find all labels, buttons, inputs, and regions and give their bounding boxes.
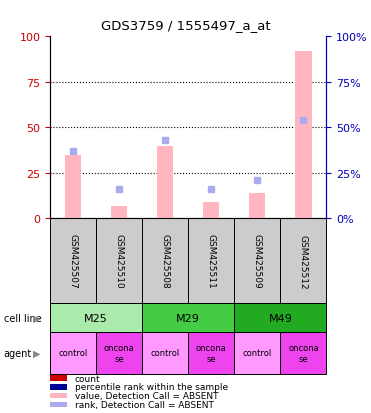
Bar — [65, 155, 81, 219]
Bar — [234, 304, 326, 332]
Bar — [111, 206, 127, 219]
Text: M25: M25 — [84, 313, 108, 323]
Text: value, Detection Call = ABSENT: value, Detection Call = ABSENT — [75, 391, 219, 400]
Bar — [249, 193, 265, 219]
Bar — [50, 393, 67, 399]
Text: percentile rank within the sample: percentile rank within the sample — [75, 382, 228, 392]
Text: ▶: ▶ — [33, 313, 41, 323]
Bar — [280, 332, 326, 374]
Text: GSM425512: GSM425512 — [299, 234, 308, 288]
Bar — [142, 304, 234, 332]
Text: GDS3759 / 1555497_a_at: GDS3759 / 1555497_a_at — [101, 19, 270, 31]
Bar — [234, 332, 280, 374]
Text: M49: M49 — [269, 313, 292, 323]
Bar — [50, 384, 67, 390]
Bar — [96, 332, 142, 374]
Bar — [50, 304, 142, 332]
Text: oncona
se: oncona se — [196, 344, 227, 363]
Bar — [50, 375, 67, 381]
Text: count: count — [75, 374, 101, 382]
Bar — [295, 52, 312, 219]
Text: ▶: ▶ — [33, 348, 41, 358]
Text: cell line: cell line — [4, 313, 42, 323]
Bar — [142, 332, 188, 374]
Text: oncona
se: oncona se — [104, 344, 135, 363]
Bar — [203, 202, 219, 219]
Text: GSM425509: GSM425509 — [253, 234, 262, 289]
Text: GSM425511: GSM425511 — [207, 234, 216, 289]
Bar — [188, 332, 234, 374]
Bar — [157, 146, 173, 219]
Text: control: control — [151, 349, 180, 358]
Text: control: control — [59, 349, 88, 358]
Text: GSM425508: GSM425508 — [161, 234, 170, 289]
Bar — [50, 332, 96, 374]
Text: M29: M29 — [176, 313, 200, 323]
Text: GSM425510: GSM425510 — [115, 234, 124, 289]
Text: oncona
se: oncona se — [288, 344, 319, 363]
Bar — [50, 402, 67, 407]
Text: control: control — [243, 349, 272, 358]
Text: rank, Detection Call = ABSENT: rank, Detection Call = ABSENT — [75, 400, 214, 409]
Text: GSM425507: GSM425507 — [69, 234, 78, 289]
Text: agent: agent — [4, 348, 32, 358]
